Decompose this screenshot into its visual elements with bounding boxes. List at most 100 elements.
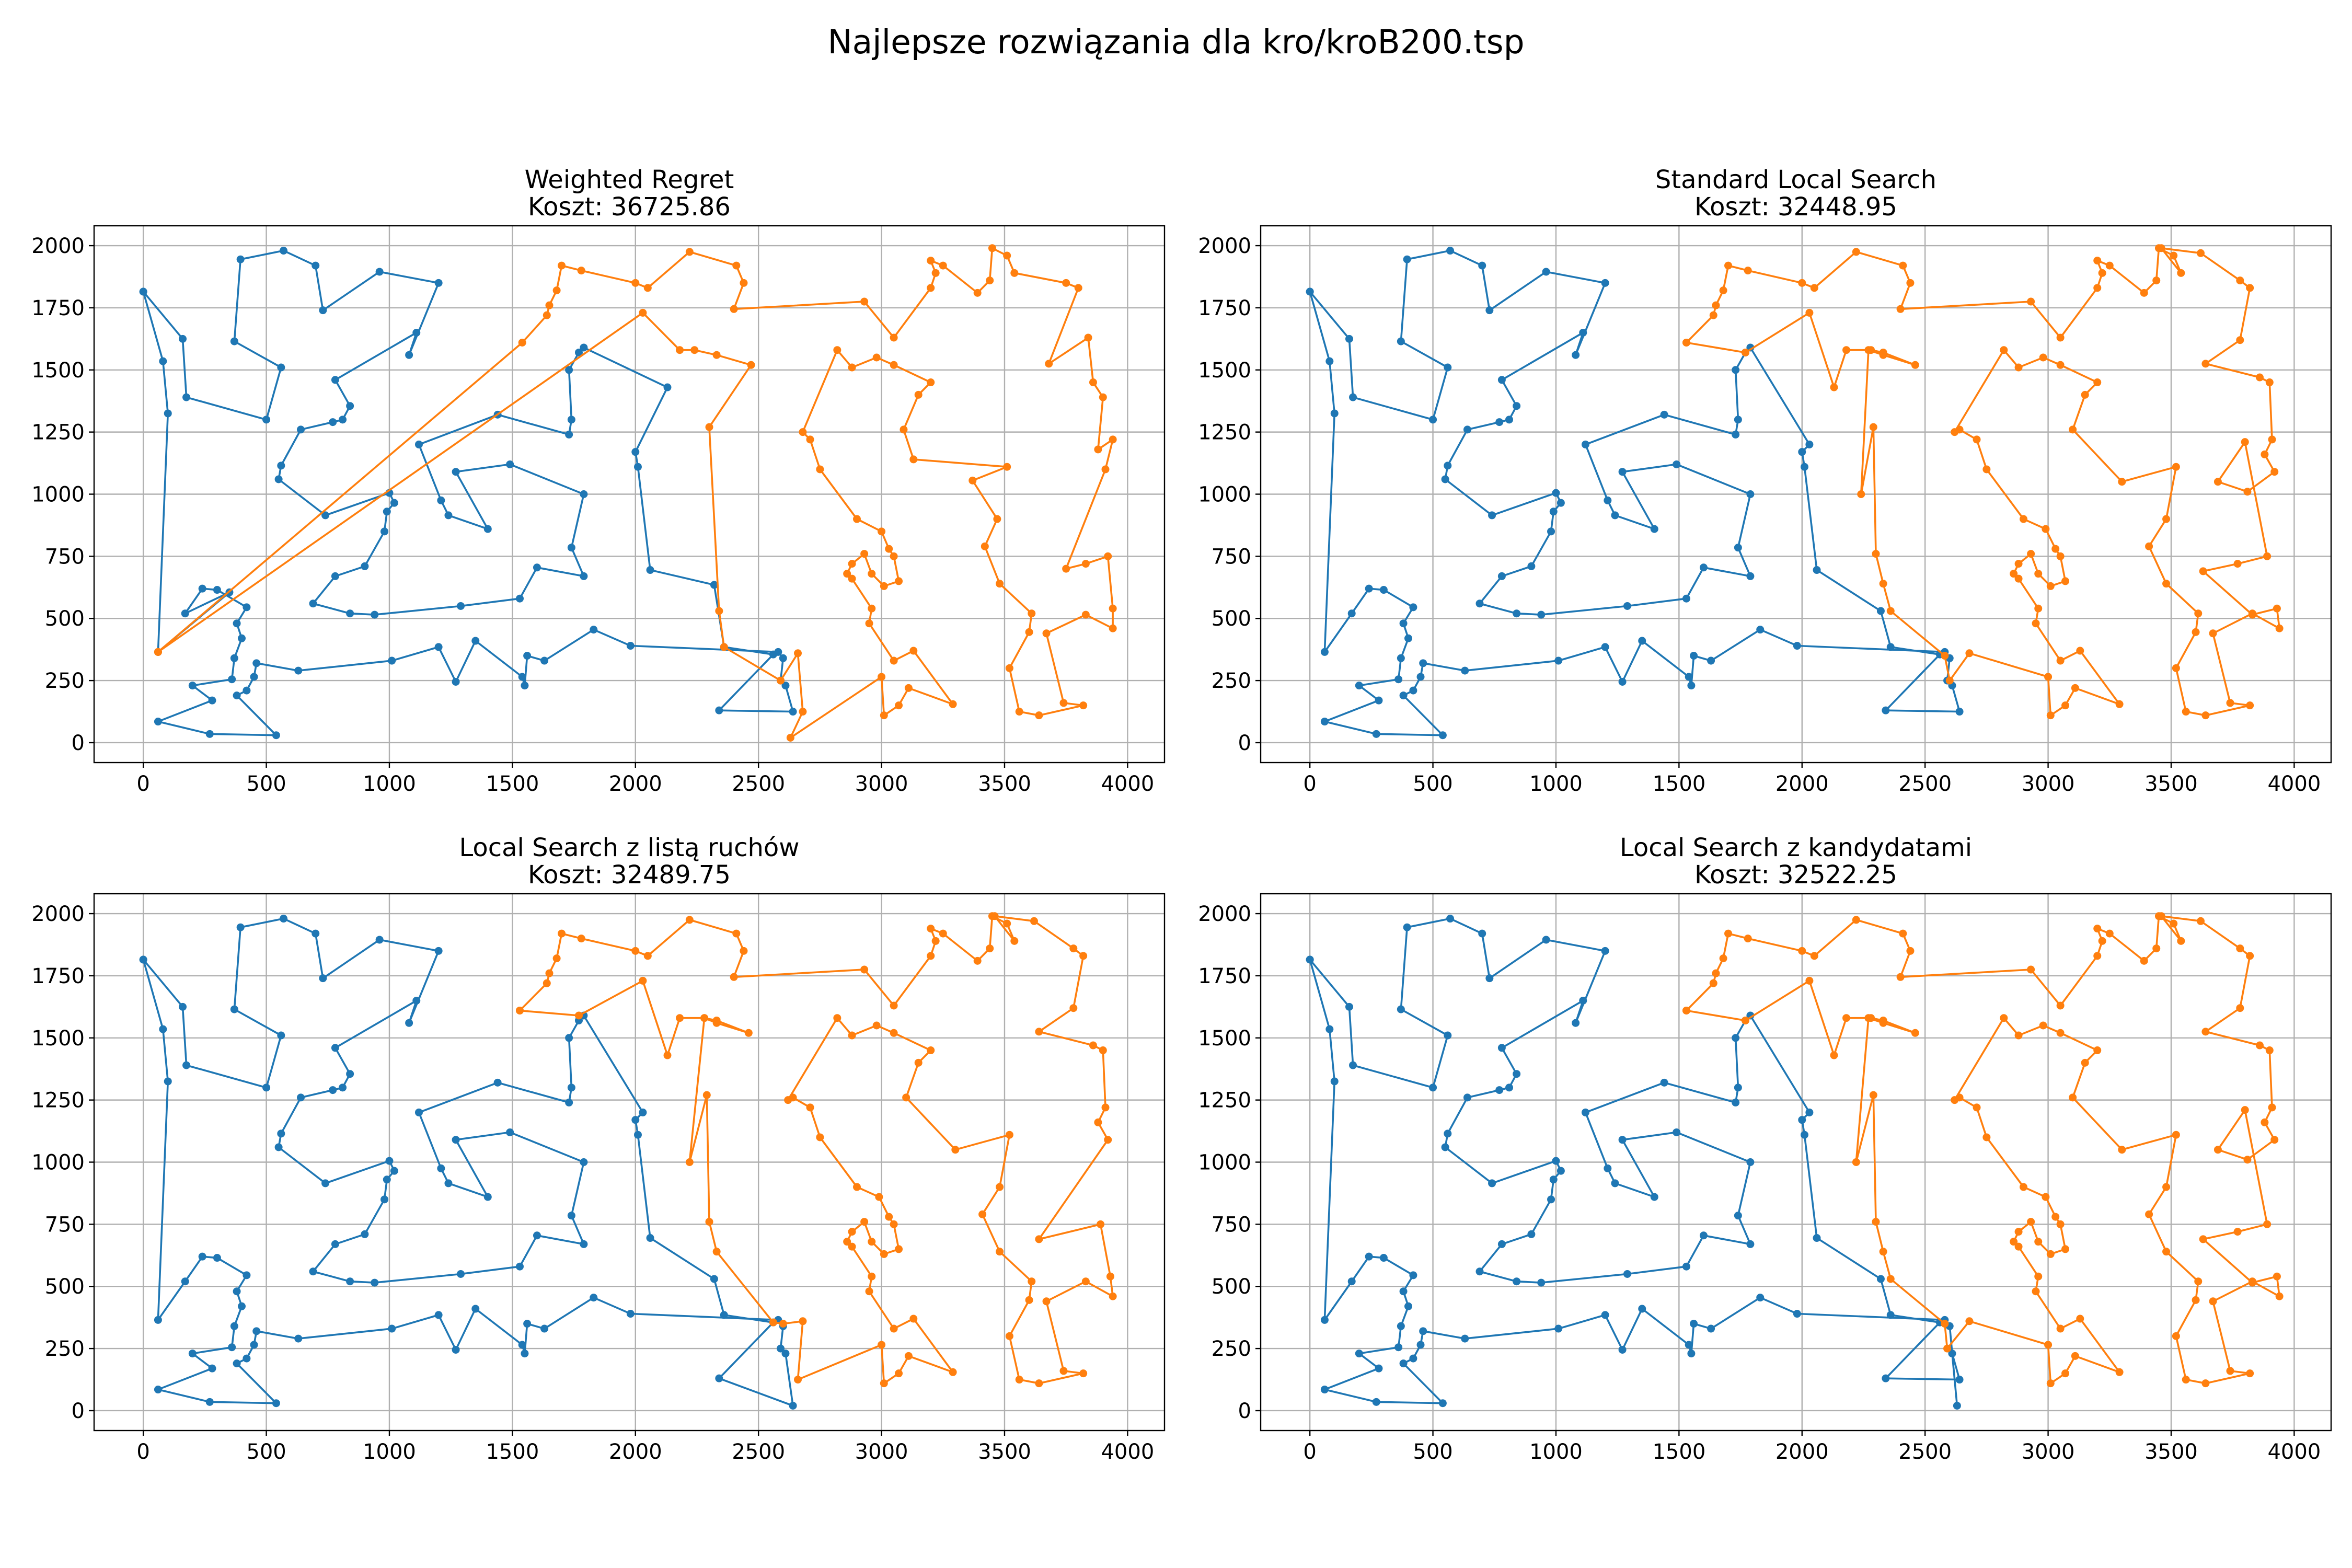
x-tick-label: 0 (1303, 772, 1316, 796)
y-tick-label: 1000 (31, 1151, 85, 1175)
tour-1-point (375, 268, 384, 276)
tour-1-point (250, 1341, 258, 1349)
tour-2-point (2236, 1004, 2244, 1012)
tour-1-point (565, 430, 573, 439)
tour-1-point (1320, 1386, 1329, 1394)
tour-2-point (1709, 979, 1717, 987)
tour-2-point (2044, 1341, 2053, 1349)
tour-1-point (1572, 351, 1580, 359)
tour-2-point (2246, 284, 2254, 292)
tour-2-point (558, 929, 566, 938)
tour-2-point (1003, 251, 1011, 260)
tour-1-point (565, 1098, 573, 1106)
tour-2-point (927, 925, 935, 933)
tour-1-point (1461, 666, 1469, 675)
tour-2-point (1712, 969, 1720, 977)
tour-1-point (1446, 915, 1455, 923)
tour-1-point (434, 643, 443, 651)
tour-2-point (2236, 944, 2244, 953)
tour-2-point (973, 956, 982, 965)
tour-2-point (1035, 711, 1043, 720)
x-tick-label: 500 (246, 1440, 286, 1464)
tour-1-point (1404, 1302, 1412, 1310)
tour-2-point (988, 244, 996, 252)
tour-1-point (1475, 599, 1484, 608)
tour-1-point (1399, 1359, 1408, 1368)
tour-2-point (2263, 552, 2272, 560)
tour-2-point (2042, 1193, 2050, 1201)
tour-2-point (2056, 1001, 2065, 1010)
tour-1-line (1309, 249, 1961, 736)
tour-1-point (182, 1061, 191, 1069)
tour-1-point (388, 1324, 396, 1333)
tour-2-point (978, 1210, 987, 1218)
tour-2-point (1886, 1275, 1895, 1283)
tour-2-point (1025, 628, 1033, 636)
tour-2-point (1869, 1091, 1877, 1099)
tour-2-point (732, 929, 741, 938)
tour-1-point (1397, 337, 1405, 345)
tour-1-point (518, 673, 526, 681)
tour-2-point (860, 965, 869, 974)
tour-2-point (2172, 664, 2180, 672)
tour-2-point (927, 257, 935, 265)
tour-1-point (1732, 366, 1740, 374)
tour-2-point (939, 261, 947, 270)
tour-1-point (663, 383, 672, 391)
tour-1-point (1557, 1167, 1565, 1175)
tour-2-point (2162, 1248, 2171, 1256)
tour-1-point (1513, 1277, 1521, 1286)
tour-2-point (2032, 1287, 2040, 1296)
tour-1-point (506, 460, 514, 468)
tour-2-point (843, 1238, 851, 1246)
tour-2-point (2034, 1238, 2043, 1246)
y-tick-label: 2000 (1198, 902, 1251, 926)
tour-2-point (769, 1318, 777, 1327)
tour-1-point (154, 1386, 162, 1394)
tour-1-point (1444, 1031, 1452, 1040)
tour-1-point (1746, 490, 1755, 498)
tour-2-point (895, 701, 903, 710)
x-tick-label: 1500 (486, 772, 539, 796)
tour-2-point (777, 676, 785, 685)
tour-1-point (205, 730, 214, 738)
tour-2-point (639, 308, 647, 317)
tour-1-point (1320, 718, 1329, 726)
tour-2-point (848, 363, 856, 372)
tour-1-point (1505, 416, 1514, 424)
tour-2-point (1097, 1220, 1105, 1228)
tour-1-point (456, 602, 465, 610)
tour-1-point (781, 1350, 790, 1358)
tour-2-point (993, 515, 1001, 523)
x-tick-label: 1000 (363, 1440, 416, 1464)
tour-2-point (878, 527, 886, 536)
tour-1-point (471, 637, 480, 645)
tour-2-point (2236, 276, 2244, 285)
tour-1-point (1495, 418, 1504, 426)
tour-2-point (1867, 1014, 1875, 1022)
tour-1-point (237, 634, 246, 642)
tour-2-point (1879, 1248, 1887, 1256)
tour-1-point (1463, 425, 1471, 434)
tour-2-point (1869, 423, 1877, 431)
tour-1-point (1618, 677, 1627, 686)
tour-2-point (895, 1369, 903, 1378)
tour-1-point (567, 544, 575, 552)
x-tick-label: 500 (1413, 772, 1452, 796)
tour-2-point (2172, 1332, 2180, 1340)
tour-2-point (2140, 289, 2148, 297)
tour-2-point (1955, 425, 1964, 434)
tour-2-point (2172, 1131, 2180, 1139)
tour-1-point (208, 696, 216, 705)
tour-1-point (639, 1108, 647, 1116)
tour-2-point (1724, 929, 1733, 938)
tour-2-point (577, 935, 585, 943)
tour-2-point (1062, 279, 1070, 287)
y-tick-label: 750 (45, 1213, 85, 1237)
tour-1-point (1572, 1019, 1580, 1027)
tour-2-point (1830, 1051, 1838, 1059)
tour-1-point (1404, 634, 1412, 642)
x-tick-label: 3500 (978, 772, 1031, 796)
tour-1-point (412, 996, 421, 1005)
tour-2-point (1810, 284, 1818, 292)
